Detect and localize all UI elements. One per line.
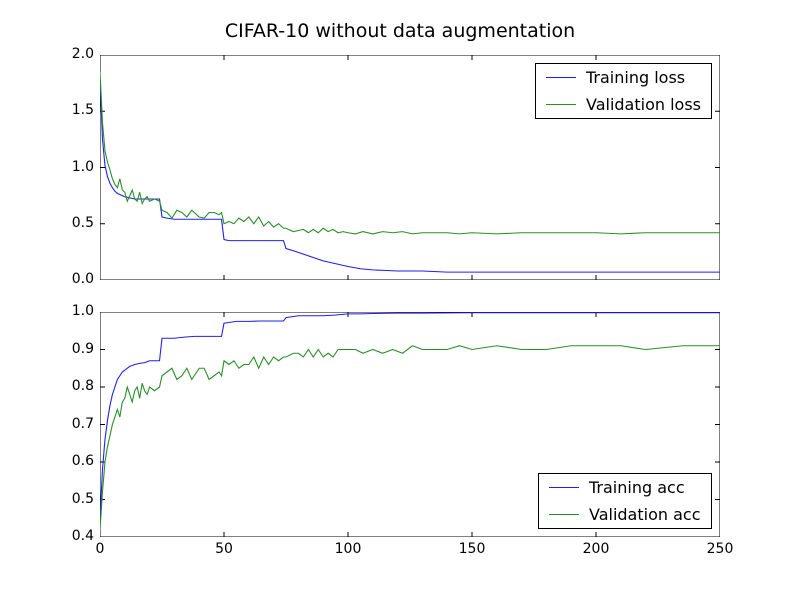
y-tick-label: 1.5: [62, 102, 94, 118]
legend-item: Validation loss: [536, 91, 711, 118]
accuracy-legend: Training acc Validation acc: [538, 473, 712, 529]
y-tick-label: 0.5: [62, 491, 94, 507]
legend-item: Validation acc: [539, 501, 711, 528]
legend-swatch: [549, 487, 579, 488]
y-tick-label: 0.0: [62, 271, 94, 287]
figure-title: CIFAR-10 without data augmentation: [0, 20, 800, 42]
y-tick-label: 0.4: [62, 528, 94, 544]
legend-swatch: [546, 77, 576, 78]
y-tick-label: 1.0: [62, 303, 94, 319]
y-tick-label: 0.8: [62, 378, 94, 394]
legend-label: Validation acc: [589, 505, 701, 524]
y-tick-label: 2.0: [62, 46, 94, 62]
y-tick-label: 0.6: [62, 453, 94, 469]
legend-label: Validation loss: [586, 95, 701, 114]
y-tick-label: 0.9: [62, 341, 94, 357]
loss-legend: Training loss Validation loss: [535, 63, 712, 119]
y-tick-label: 1.0: [62, 159, 94, 175]
legend-label: Training acc: [589, 478, 685, 497]
legend-swatch: [549, 514, 579, 515]
x-tick-label: 250: [705, 541, 735, 557]
legend-label: Training loss: [586, 68, 685, 87]
legend-swatch: [546, 104, 576, 105]
x-tick-label: 150: [457, 541, 487, 557]
x-tick-label: 100: [333, 541, 363, 557]
y-tick-label: 0.5: [62, 215, 94, 231]
x-tick-label: 200: [581, 541, 611, 557]
x-tick-label: 50: [209, 541, 239, 557]
legend-item: Training acc: [539, 474, 711, 501]
legend-item: Training loss: [536, 64, 711, 91]
figure-container: CIFAR-10 without data augmentation 0.0 0.…: [0, 0, 800, 600]
y-tick-label: 0.7: [62, 416, 94, 432]
